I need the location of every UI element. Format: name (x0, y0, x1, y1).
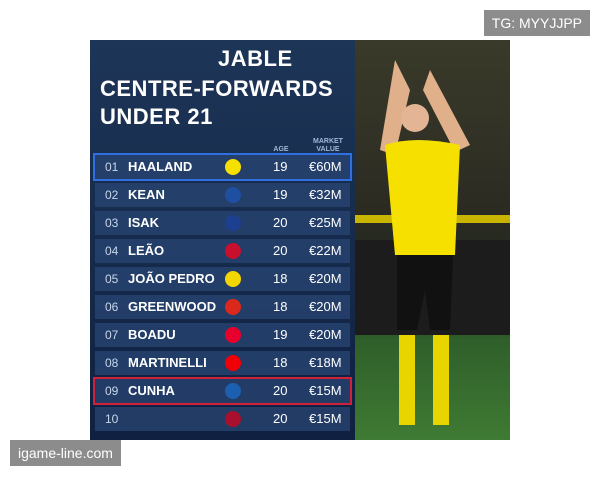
club-logo (225, 299, 241, 315)
club-logo (225, 215, 241, 231)
table-row: 10 20 €15M (95, 407, 350, 431)
club-logo (225, 271, 241, 287)
table-row: 08 MARTINELLI 18 €18M (95, 351, 350, 375)
market-value: €20M (309, 327, 342, 342)
infographic: JABLE CENTRE-FORWARDS UNDER 21 AGE MARKE… (90, 40, 510, 440)
table-row: 04 LEÃO 20 €22M (95, 239, 350, 263)
club-logo (225, 411, 241, 427)
market-value: €25M (309, 215, 342, 230)
rank: 06 (105, 300, 119, 314)
age-header: AGE (273, 146, 289, 153)
player-name: GREENWOOD (128, 299, 217, 314)
age: 19 (273, 327, 288, 342)
player-name: ISAK (128, 215, 160, 230)
club-logo (225, 355, 241, 371)
club-logo (225, 159, 241, 175)
title-line: CENTRE-FORWARDS (100, 76, 334, 101)
table-row: 02 KEAN 19 €32M (95, 183, 350, 207)
rank: 03 (105, 216, 119, 230)
club-logo (225, 327, 241, 343)
value-header: MARKET VALUE (313, 138, 343, 153)
player-name: BOADU (128, 327, 176, 342)
table-row: 07 BOADU 19 €20M (95, 323, 350, 347)
rank: 10 (105, 412, 119, 426)
table-row: 03 ISAK 20 €25M (95, 211, 350, 235)
market-value: €22M (309, 243, 342, 258)
player-name: JOÃO PEDRO (128, 271, 215, 286)
rank: 09 (105, 384, 119, 398)
age: 19 (273, 187, 288, 202)
market-value: €60M (309, 159, 342, 174)
watermark: TG: MYYJJPP (483, 10, 590, 36)
rank: 02 (105, 188, 119, 202)
age: 18 (273, 299, 288, 314)
shirt (385, 140, 460, 255)
age: 20 (273, 243, 288, 258)
head (401, 104, 429, 132)
age: 18 (273, 355, 288, 370)
player-photo (355, 40, 510, 440)
club-logo (225, 187, 241, 203)
shorts (397, 255, 453, 330)
player-name: KEAN (128, 187, 165, 202)
player-name: MARTINELLI (128, 355, 207, 370)
player-name: HAALAND (128, 159, 193, 174)
age: 20 (273, 411, 288, 426)
age: 18 (273, 271, 288, 286)
rank: 05 (105, 272, 119, 286)
rank: 08 (105, 356, 119, 370)
table-row: 09 CUNHA 20 €15M (93, 377, 352, 405)
watermark: igame-line.com (10, 440, 121, 466)
arm-left (380, 60, 410, 155)
age: 20 (273, 383, 288, 398)
player-name: CUNHA (128, 383, 175, 398)
market-value: €18M (309, 355, 342, 370)
market-value: €15M (309, 383, 342, 398)
age: 20 (273, 215, 288, 230)
market-value: €32M (309, 187, 342, 202)
title-line: JABLE (218, 46, 293, 71)
club-logo (225, 383, 241, 399)
sock-left (399, 335, 415, 425)
player-name: LEÃO (128, 243, 165, 258)
rank: 01 (105, 160, 119, 174)
table-row: 01 HAALAND 19 €60M (93, 153, 352, 181)
rank: 07 (105, 328, 119, 342)
age: 19 (273, 159, 288, 174)
table-row: 06 GREENWOOD 18 €20M (95, 295, 350, 319)
market-value: €20M (309, 271, 342, 286)
arm-right (423, 70, 470, 152)
player-figure (355, 60, 510, 425)
title-line: UNDER 21 (100, 104, 213, 129)
club-logo (225, 243, 241, 259)
market-value: €15M (309, 411, 342, 426)
table-row: 05 JOÃO PEDRO 18 €20M (95, 267, 350, 291)
rank: 04 (105, 244, 119, 258)
market-value: €20M (309, 299, 342, 314)
sock-right (433, 335, 449, 425)
